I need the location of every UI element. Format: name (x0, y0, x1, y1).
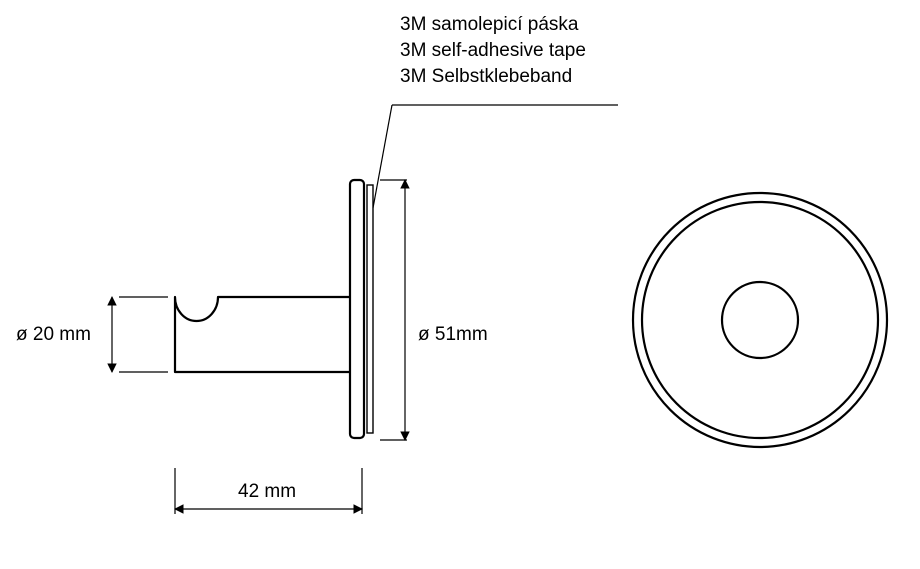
dimension-d20 (112, 297, 168, 372)
dimension-d51 (380, 180, 407, 440)
front-view (633, 193, 887, 447)
callout-line-1: 3M samolepicí páska (400, 14, 579, 35)
dimension-d20-label: ø 20 mm (16, 324, 91, 345)
side-view (175, 180, 373, 438)
dimension-w42-label: 42 mm (238, 481, 296, 502)
callout-leader (373, 105, 392, 208)
callout-line-3: 3M Selbstklebeband (400, 66, 572, 87)
callout-line-2: 3M self-adhesive tape (400, 40, 586, 61)
dimension-d51-label: ø 51mm (418, 324, 488, 345)
